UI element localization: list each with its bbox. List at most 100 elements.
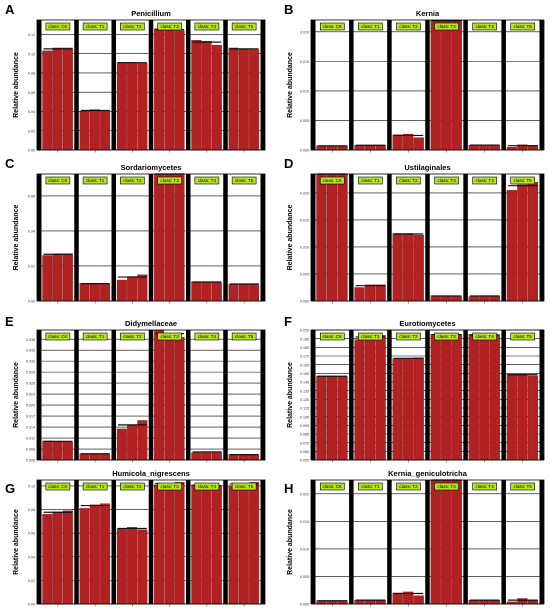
chart-title: Penicillium — [131, 9, 171, 18]
class-tag — [396, 332, 421, 341]
class-tag — [231, 176, 257, 185]
bar — [89, 453, 100, 461]
bar — [375, 145, 386, 151]
chart-title: Kernia_geniculotricha — [388, 469, 468, 478]
bar — [89, 109, 100, 151]
y-tick-label: 0.205 — [300, 329, 309, 333]
bar — [164, 483, 175, 605]
bar — [42, 255, 53, 302]
bar — [413, 595, 424, 605]
class-tag-label: class: CK — [323, 178, 343, 183]
bar — [127, 425, 138, 461]
bar — [201, 41, 212, 151]
group-separator — [111, 174, 116, 301]
chart-title: Ustilaginales — [404, 163, 450, 172]
group-separator — [223, 330, 228, 460]
group-separator — [260, 174, 265, 301]
group-separator — [260, 20, 265, 150]
chart-panel-e: E Didymellaceae Relative abundance 0.005 0.0… — [5, 314, 266, 463]
bar — [191, 484, 202, 605]
class-tag — [194, 22, 220, 31]
class-tag — [45, 176, 71, 185]
class-tag — [231, 482, 257, 491]
class-tag-label: class: T3 — [437, 24, 456, 29]
class-tag — [157, 332, 182, 341]
bar — [164, 333, 175, 461]
y-tick-label: 0.12 — [28, 33, 35, 37]
bar — [201, 451, 212, 461]
group-separator — [425, 330, 430, 460]
bar — [154, 28, 165, 151]
y-tick-label: 0.08 — [28, 508, 35, 512]
plot-frame — [36, 329, 266, 461]
bar — [506, 374, 517, 461]
y-tick-label: 0.010 — [300, 547, 309, 551]
bar — [354, 287, 365, 302]
y-tick-label: 0.020 — [300, 492, 309, 496]
y-tick-label: 0.125 — [300, 398, 309, 402]
group-separator — [463, 20, 468, 150]
class-tag — [472, 482, 497, 491]
class-tag — [358, 22, 383, 31]
class-tag-label: class: T4 — [198, 178, 217, 183]
y-tick-label: 0.02 — [28, 579, 35, 583]
bar — [201, 485, 212, 605]
group-separator — [425, 20, 430, 150]
bar — [403, 133, 414, 151]
bar — [62, 253, 73, 302]
y-axis-label: Relative abundance — [287, 205, 294, 271]
class-tag — [231, 22, 257, 31]
bar — [489, 335, 500, 461]
bar — [451, 334, 462, 461]
class-tag-label: class: T5 — [235, 178, 254, 183]
bar — [337, 145, 348, 151]
class-tag-label: class: T4 — [475, 24, 494, 29]
bar — [137, 63, 148, 151]
class-tag-label: class: T5 — [235, 484, 254, 489]
y-tick-label: 0.032 — [26, 360, 35, 364]
class-tag-label: class: T5 — [235, 24, 254, 29]
bar — [228, 485, 239, 605]
class-tag — [434, 332, 459, 341]
class-tag — [358, 332, 383, 341]
class-tag — [358, 176, 383, 185]
y-tick-label: 0.06 — [28, 194, 35, 198]
class-tag-label: class: T1 — [361, 484, 380, 489]
group-separator — [223, 20, 228, 150]
bar — [517, 184, 528, 302]
chart-panel-g: G Humicola_nigrescens Relative abundance 0.… — [5, 469, 266, 607]
bar — [354, 339, 365, 461]
bar — [316, 173, 327, 302]
bar — [211, 282, 222, 302]
bar — [249, 283, 260, 302]
class-tag — [319, 22, 345, 31]
class-tag-label: class: CK — [323, 484, 343, 489]
group-separator — [463, 174, 468, 301]
bar — [89, 504, 100, 605]
class-tag — [157, 482, 182, 491]
group-separator — [349, 174, 354, 301]
bar — [127, 276, 138, 302]
bar — [52, 511, 63, 605]
bar — [228, 47, 239, 151]
bar — [413, 234, 424, 302]
bar — [79, 283, 90, 302]
bar — [100, 503, 111, 605]
group-separator — [186, 330, 191, 460]
y-tick-label: 0.095 — [300, 424, 309, 428]
class-tag-label: class: T2 — [399, 334, 418, 339]
y-tick-label: 0.005 — [300, 575, 309, 579]
group-separator — [148, 480, 154, 604]
group-separator — [37, 174, 42, 301]
bar — [249, 49, 260, 151]
chart-title: Kernia — [416, 9, 440, 18]
bar — [100, 453, 111, 461]
y-axis-label: Relative abundance — [287, 52, 294, 118]
class-tag — [157, 176, 182, 185]
group-separator — [260, 480, 265, 604]
y-tick-label: 0.000 — [300, 300, 309, 304]
y-tick-label: 0.010 — [300, 90, 309, 94]
bar — [52, 253, 63, 302]
group-separator — [74, 20, 79, 150]
group-separator — [425, 480, 430, 604]
